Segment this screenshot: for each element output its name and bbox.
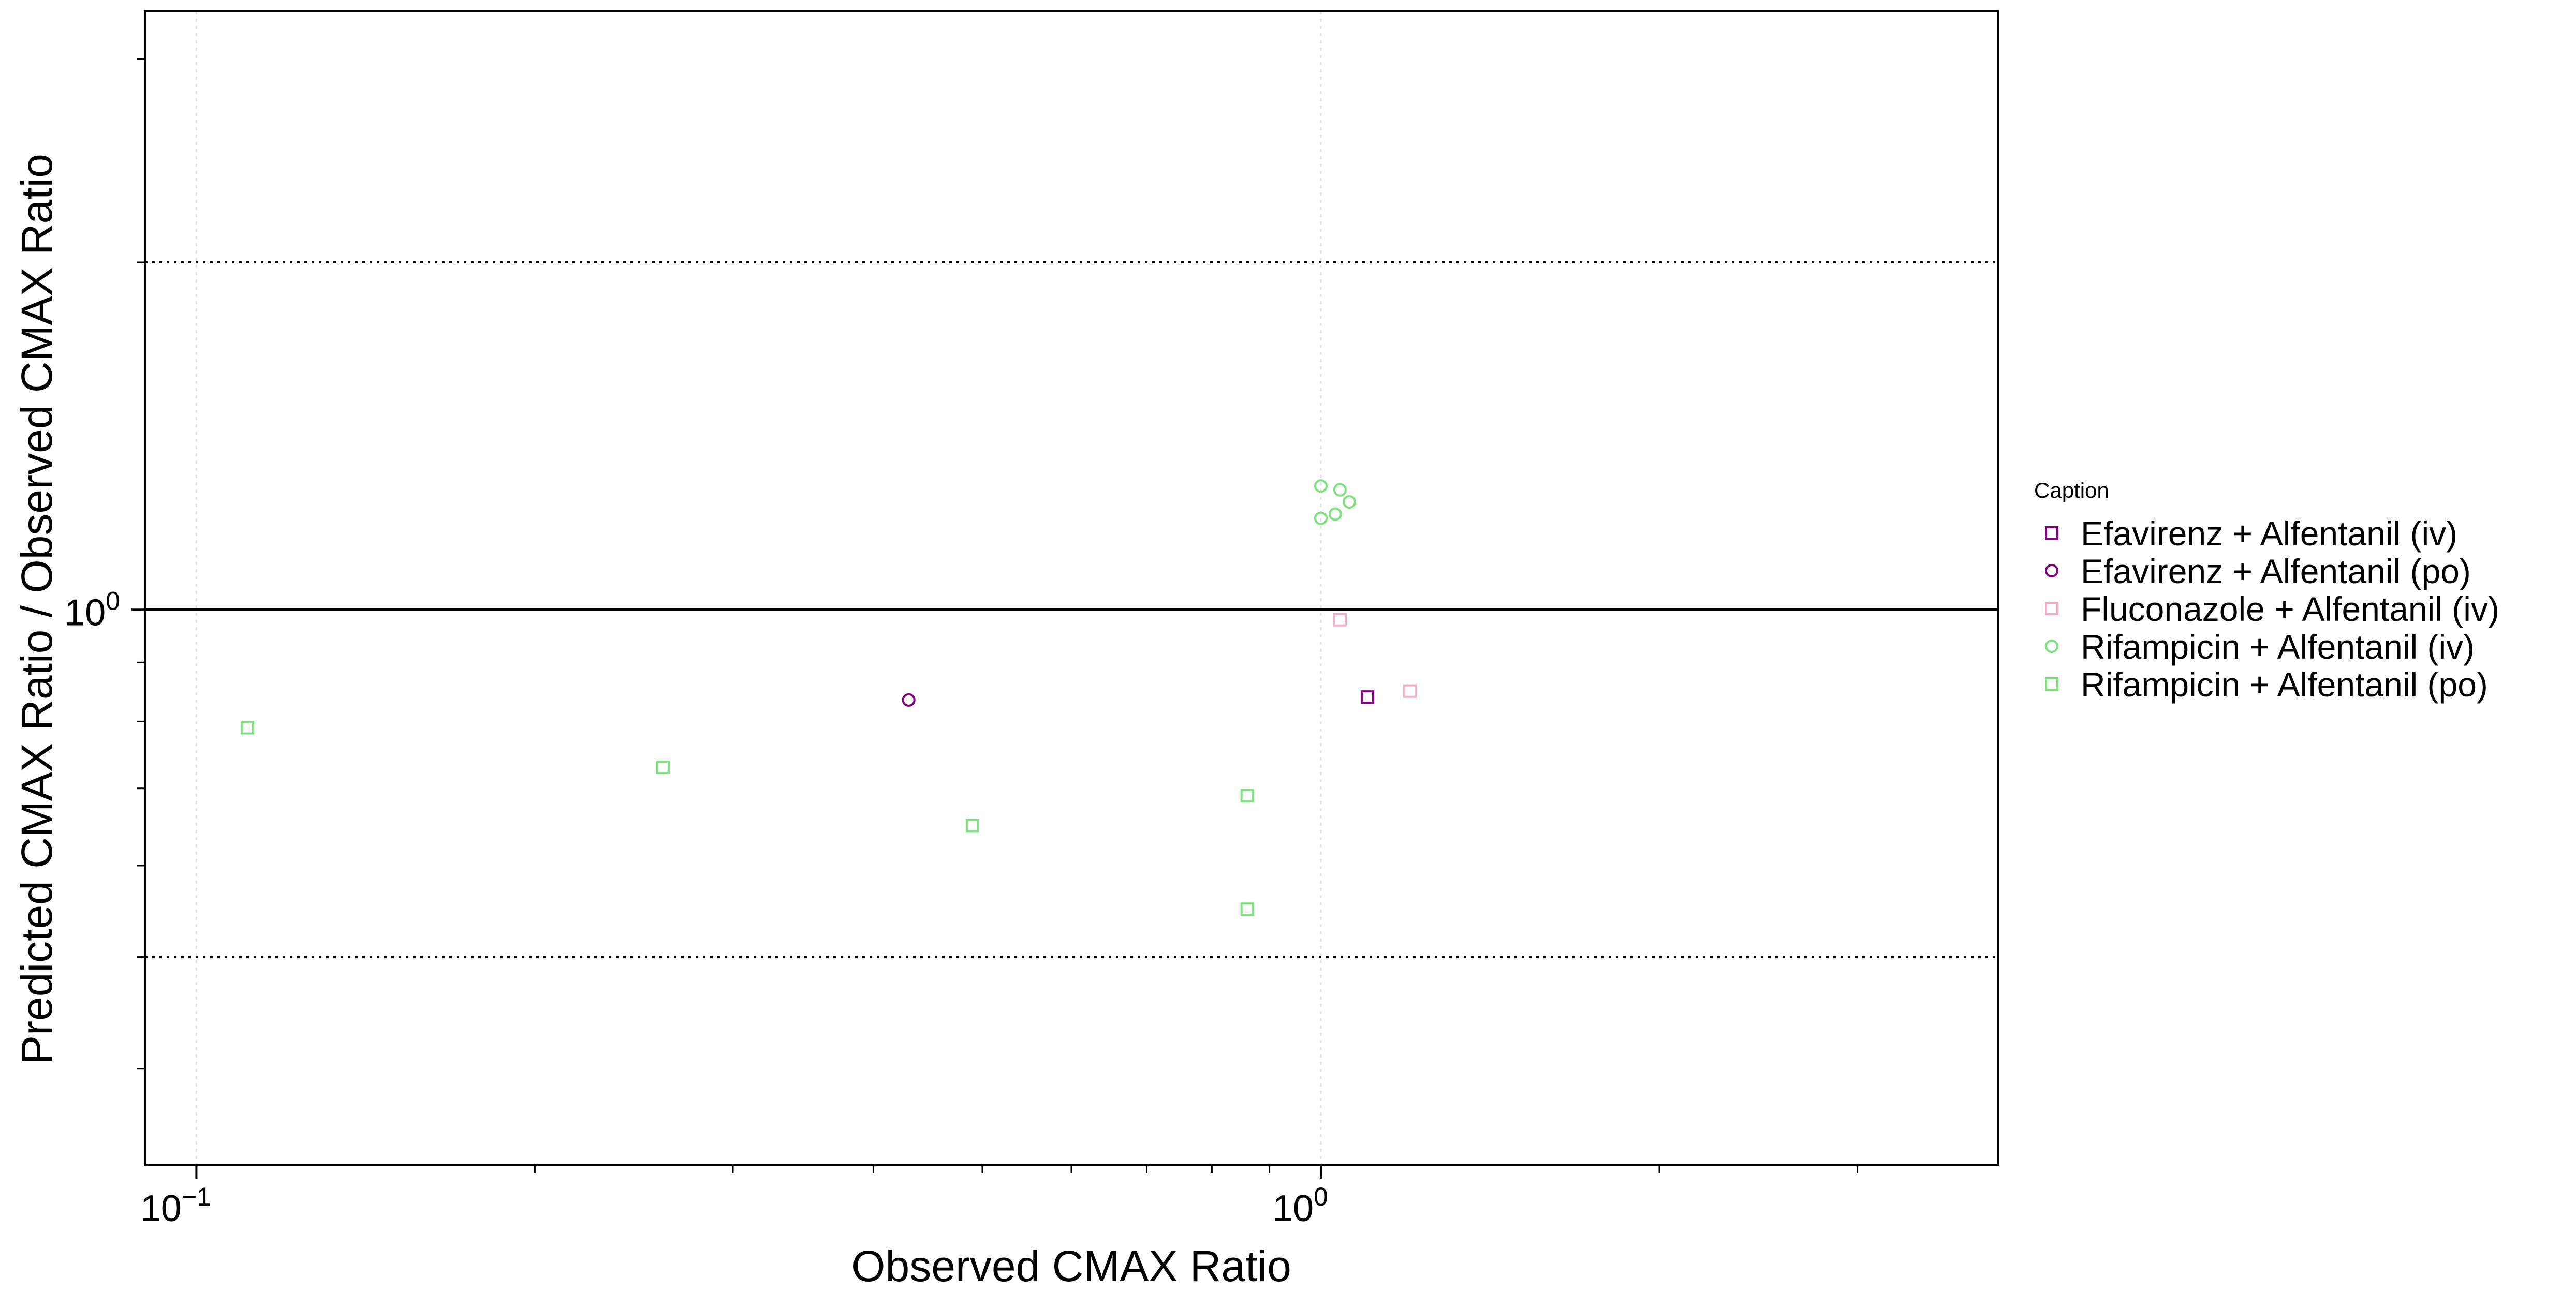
data-point (965, 819, 979, 833)
y-tick-label: 100 (64, 586, 120, 633)
legend-label: Rifampicin + Alfentanil (po) (2081, 665, 2488, 704)
axis-ticks: 10−1 100 100 (64, 58, 1859, 1229)
data-point (1342, 495, 1356, 509)
x-axis-title: Observed CMAX Ratio (851, 1242, 1291, 1290)
legend-marker (2045, 677, 2058, 691)
legend-label: Fluconazole + Alfentanil (iv) (2081, 590, 2499, 628)
data-point (1333, 483, 1347, 497)
data-point (1328, 507, 1342, 521)
legend-entry: Fluconazole + Alfentanil (iv) (2045, 590, 2499, 628)
series-group (902, 693, 916, 707)
x-tick-label: 100 (1272, 1182, 1328, 1229)
legend: Caption Efavirenz + Alfentanil (iv)Efavi… (2034, 478, 2499, 704)
data-points (240, 479, 1417, 916)
series-group (240, 721, 1254, 916)
series-group (1333, 613, 1417, 698)
data-point (656, 761, 670, 775)
data-point (1314, 511, 1328, 525)
data-point (1360, 690, 1374, 704)
legend-entry: Rifampicin + Alfentanil (iv) (2045, 628, 2475, 666)
legend-label: Rifampicin + Alfentanil (iv) (2081, 628, 2475, 666)
legend-entry: Rifampicin + Alfentanil (po) (2045, 665, 2488, 704)
reference-lines (145, 262, 1998, 958)
series-group (1360, 690, 1374, 704)
data-point (1333, 613, 1347, 627)
legend-marker (2045, 640, 2058, 653)
legend-entry: Efavirenz + Alfentanil (iv) (2045, 514, 2457, 553)
data-point (902, 693, 916, 707)
legend-marker (2045, 526, 2058, 540)
data-point (1240, 902, 1254, 916)
legend-label: Efavirenz + Alfentanil (iv) (2081, 514, 2457, 553)
data-point (240, 721, 254, 735)
legend-entry: Efavirenz + Alfentanil (po) (2045, 552, 2471, 590)
legend-marker (2045, 602, 2058, 615)
legend-marker (2045, 564, 2058, 577)
series-group (1314, 479, 1356, 525)
x-tick-label: 10−1 (140, 1182, 211, 1229)
legend-label: Efavirenz + Alfentanil (po) (2081, 552, 2471, 590)
legend-title: Caption (2034, 478, 2109, 502)
data-point (1314, 479, 1328, 493)
data-point (1240, 789, 1254, 802)
y-axis-title: Predicted CMAX Ratio / Observed CMAX Rat… (12, 154, 61, 1064)
data-point (1403, 684, 1417, 698)
